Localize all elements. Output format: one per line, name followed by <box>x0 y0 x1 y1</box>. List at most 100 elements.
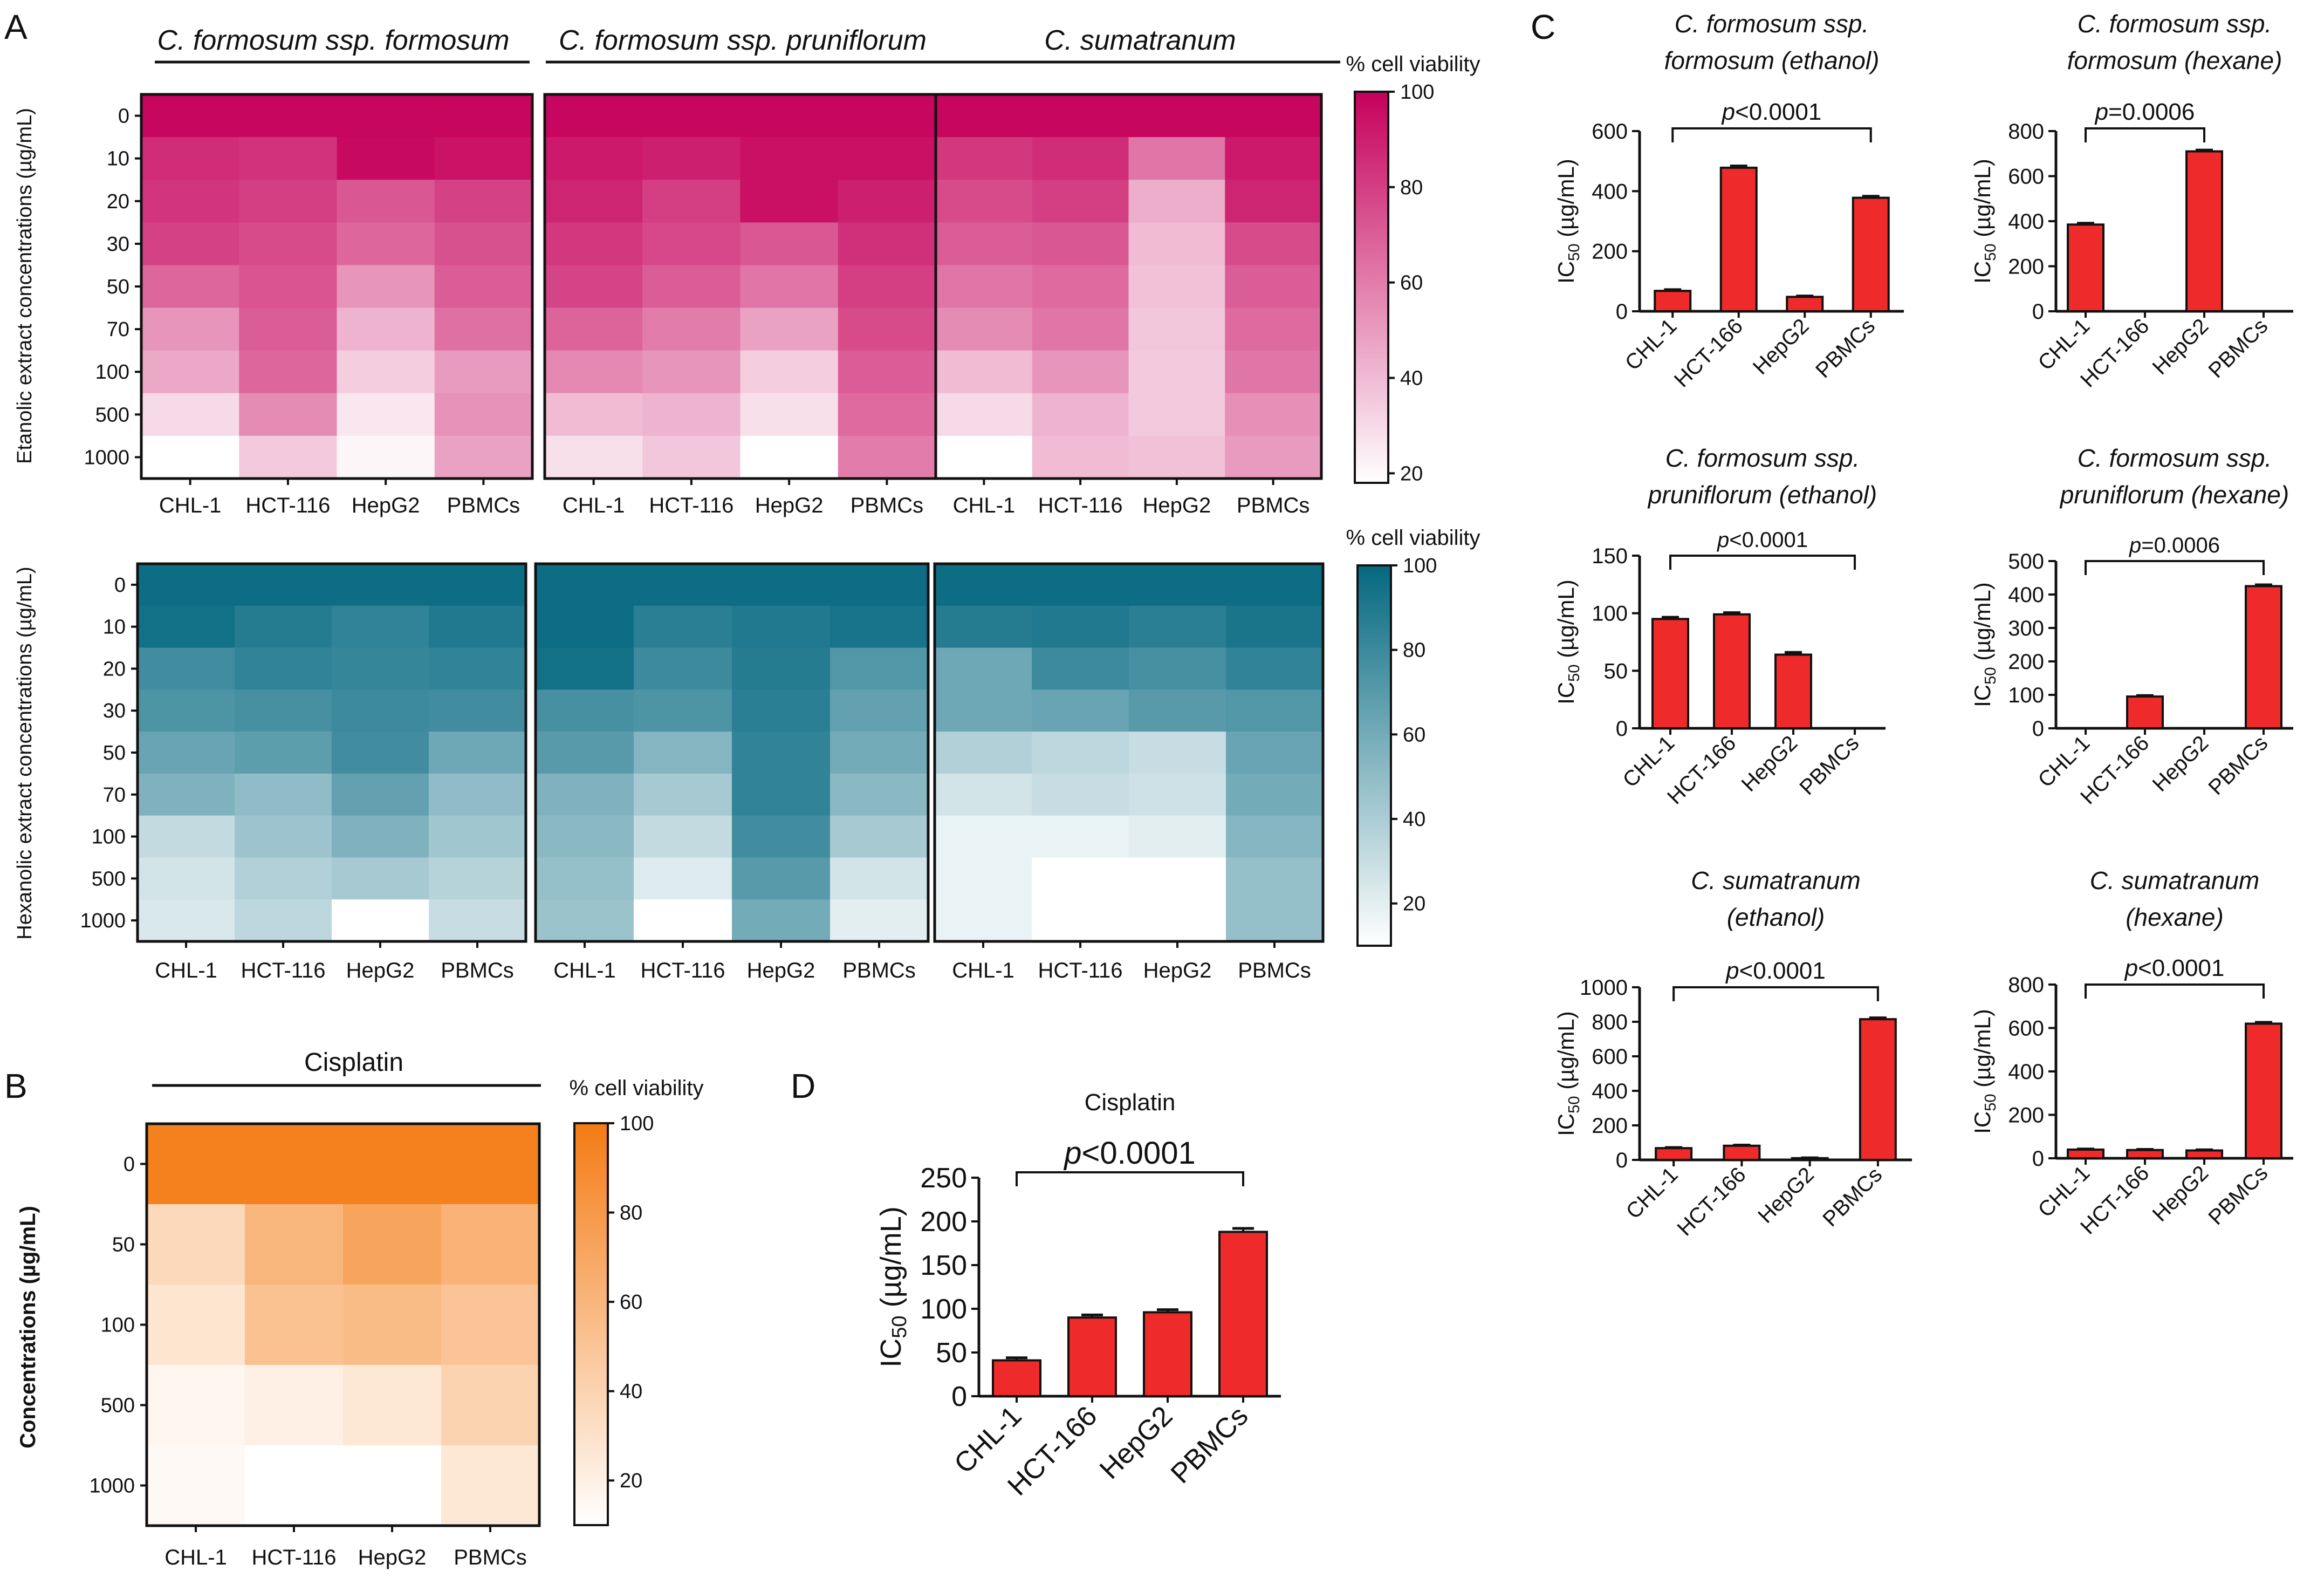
heatmap-cell <box>642 180 741 223</box>
heatmap-cell <box>1225 435 1322 479</box>
bar <box>1723 1144 1761 1162</box>
heatmap-cell <box>235 815 332 858</box>
heatmap-cell <box>245 1204 344 1285</box>
heatmap-cell <box>536 857 634 900</box>
heatmap-cell <box>147 1445 245 1526</box>
hexane-colorbar <box>1356 564 1392 947</box>
x-tick-label: PBMCs <box>1811 314 1880 382</box>
heatmap-cell <box>434 265 533 309</box>
x-tick-label: HepG2 <box>2148 1161 2213 1226</box>
heatmap-cell <box>1032 689 1129 732</box>
bar-chart-title: formosum (hexane) <box>2067 46 2282 74</box>
x-tick-label: HCT-116 <box>245 494 330 517</box>
y-tick-label: 400 <box>1592 180 1628 203</box>
heatmap-cell <box>1225 265 1322 309</box>
heatmap-cell <box>141 393 239 436</box>
heatmap-cell <box>1128 180 1225 223</box>
heatmap-cell <box>147 1365 245 1446</box>
heatmap-cell <box>441 1285 540 1365</box>
heatmap-cell <box>935 689 1032 732</box>
cisplatin-heatmap: CHL-1 HCT-116 HepG2 PBMCs 0 50 100 500 1000 <box>89 1122 541 1569</box>
heatmap-cell <box>830 773 929 816</box>
y-tick-label: 500 <box>92 867 126 890</box>
heatmap-cell <box>545 308 643 351</box>
x-tick-label: PBMCs <box>1795 731 1863 800</box>
heatmap-cell <box>1129 857 1226 900</box>
heatmap-cell <box>235 899 332 942</box>
heatmap-cell <box>239 393 338 436</box>
heatmap-cell <box>936 180 1033 223</box>
heatmap-cell <box>245 1445 344 1526</box>
bar <box>2126 1149 2164 1160</box>
heatmap-cell <box>235 732 332 774</box>
ethanol-colorbar-title: % cell viability <box>1346 52 1480 76</box>
heatmap-cell <box>1225 180 1322 223</box>
heatmap-cell <box>634 647 732 690</box>
significance-bracket <box>1016 1171 1244 1186</box>
heatmap-cell <box>1128 265 1225 309</box>
heatmap-cell <box>245 1365 344 1446</box>
p-value-label: p<0.0001 <box>1721 99 1822 125</box>
heatmap-cell <box>434 435 533 479</box>
y-tick-label: 400 <box>2008 210 2044 234</box>
x-tick-label: HepG2 <box>747 959 815 982</box>
heatmap-cell <box>838 94 936 138</box>
heatmap-cell <box>838 137 936 180</box>
x-tick-label: PBMCs <box>1165 1400 1254 1490</box>
heatmap-cell <box>936 222 1033 266</box>
heatmap-cell <box>429 647 526 690</box>
heatmap-cell <box>838 222 936 266</box>
heatmap-cell <box>545 137 643 180</box>
heatmap-cell <box>1128 435 1225 479</box>
y-tick-label: 50 <box>936 1337 967 1369</box>
heatmap-cell <box>138 647 235 690</box>
heatmap-cell <box>732 605 831 648</box>
heatmap-cell <box>1128 137 1225 180</box>
y-tick-label: 50 <box>112 1234 135 1256</box>
heatmap-cell <box>830 899 929 942</box>
y-tick-label: 0 <box>2032 1147 2044 1171</box>
heatmap-cell <box>1032 393 1129 436</box>
x-tick-label: PBMCs <box>2204 1161 2272 1229</box>
heatmap-cell <box>337 350 435 394</box>
heatmap-cell <box>1226 815 1324 858</box>
heatmap-cell <box>740 137 839 180</box>
ethanol-heatmap-pruniflorum: CHL-1 HCT-116 HepG2 PBMCs <box>543 93 937 517</box>
heatmap-cell <box>1226 857 1324 900</box>
heatmap-cell <box>732 773 831 816</box>
heatmap-cell <box>1225 350 1322 394</box>
heatmap-cell <box>936 137 1033 180</box>
heatmap-cell <box>634 564 732 606</box>
heatmap-cell <box>1225 308 1322 351</box>
heatmap-cell <box>1225 137 1322 180</box>
heatmap-cell <box>332 605 429 648</box>
heatmap-cell <box>830 689 929 732</box>
p-value-label: p<0.0001 <box>1717 528 1808 552</box>
heatmap-cell <box>147 1285 245 1365</box>
y-axis-label: IC50 (µg/mL) <box>1553 579 1583 704</box>
x-tick-label: HCT-116 <box>1038 494 1123 517</box>
heatmap-cell <box>545 222 643 266</box>
x-tick-label: HCT-116 <box>649 494 733 517</box>
heatmap-cell <box>434 393 533 436</box>
colorbar-tick-label: 40 <box>620 1381 642 1403</box>
x-tick-label: HepG2 <box>346 959 415 982</box>
heatmap-cell <box>138 899 235 942</box>
heatmap-cell <box>732 857 831 900</box>
heatmap-cell <box>239 435 338 479</box>
heatmap-cell <box>337 94 435 138</box>
heatmap-cell <box>536 732 634 774</box>
heatmap-cell <box>1129 773 1226 816</box>
heatmap-cell <box>141 308 239 351</box>
heatmap-cell <box>1128 308 1225 351</box>
significance-bracket <box>2085 127 2205 142</box>
y-tick-label: 800 <box>1592 1010 1628 1034</box>
cisplatin-colorbar <box>573 1122 609 1526</box>
bar-chart-pruniflorum-ethanol: C. formosum ssp. pruniflorum (ethanol) 0 50… <box>1553 444 1886 809</box>
heatmap-cell <box>1129 647 1226 690</box>
bar <box>1143 1311 1192 1397</box>
y-tick-label: 500 <box>2008 550 2044 573</box>
y-tick-label: 600 <box>1592 1045 1628 1069</box>
y-tick-label: 400 <box>2008 583 2044 607</box>
heatmap-cell <box>1032 605 1129 648</box>
